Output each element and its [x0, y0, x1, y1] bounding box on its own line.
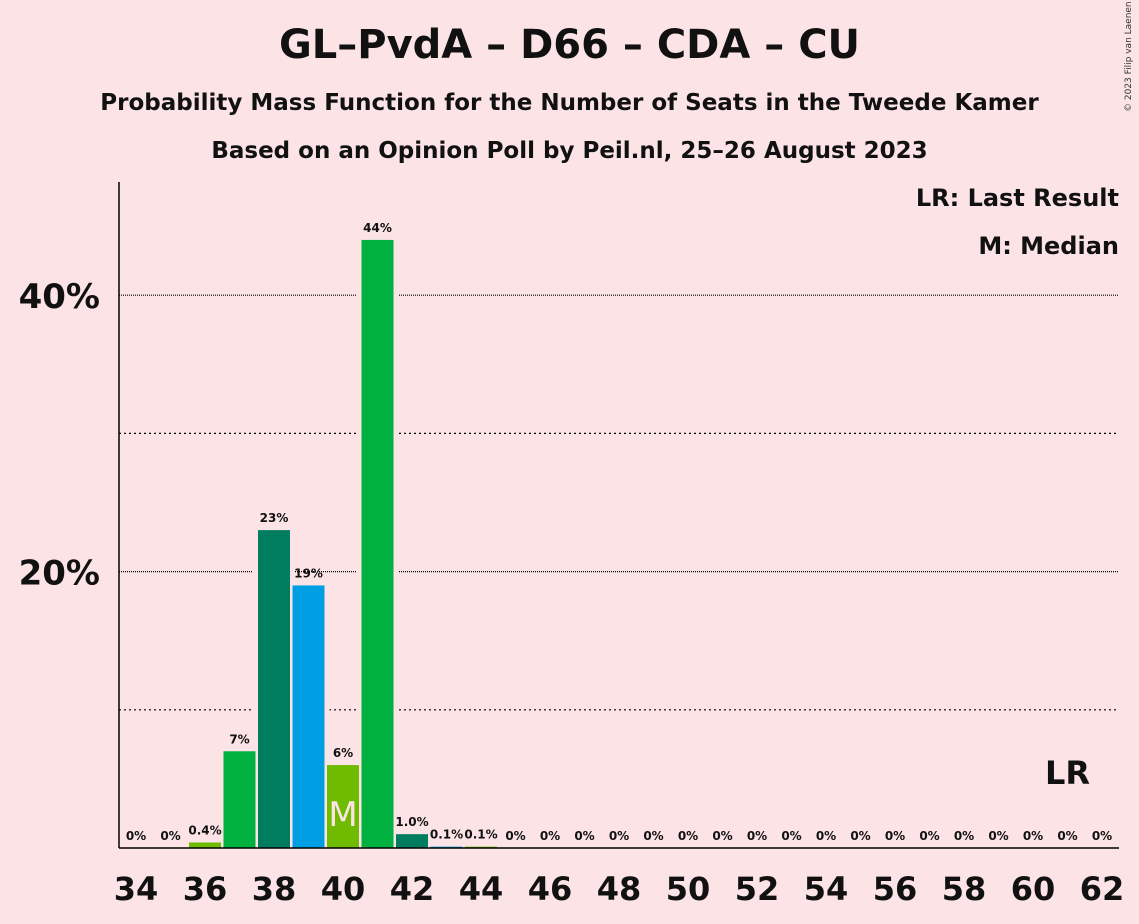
legend-median: M: Median — [978, 232, 1119, 260]
y-tick-label-20: 20% — [19, 554, 100, 594]
x-tick-label-38: 38 — [252, 870, 297, 908]
data-label-seat-58: 0% — [954, 829, 974, 843]
data-label-seat-57: 0% — [919, 829, 939, 843]
y-tick-label-40: 40% — [19, 277, 100, 317]
bar-gap-43 — [425, 844, 468, 848]
data-label-seat-46: 0% — [540, 829, 560, 843]
data-label-seat-60: 0% — [1023, 829, 1043, 843]
x-tick-label-34: 34 — [114, 870, 159, 908]
bar-seat-42 — [396, 834, 428, 848]
chart-title: GL–PvdA – D66 – CDA – CU — [278, 22, 861, 68]
x-tick-label-42: 42 — [390, 870, 435, 908]
chart-subtitle: Probability Mass Function for the Number… — [100, 90, 1039, 116]
x-tick-label-54: 54 — [804, 870, 849, 908]
x-tick-label-50: 50 — [666, 870, 711, 908]
last-result-marker: LR — [1045, 754, 1090, 792]
data-label-seat-45: 0% — [505, 829, 525, 843]
bar-seat-40 — [327, 765, 359, 848]
data-label-seat-43: 0.1% — [430, 828, 463, 842]
x-tick-label-40: 40 — [321, 870, 366, 908]
bar-seat-36 — [189, 842, 221, 848]
data-label-seat-38: 23% — [260, 511, 289, 525]
bar-gap-44 — [460, 844, 502, 848]
data-label-seat-52: 0% — [747, 829, 767, 843]
chart-subtitle-source: Based on an Opinion Poll by Peil.nl, 25–… — [211, 138, 928, 164]
data-label-seat-42: 1.0% — [395, 815, 428, 829]
x-tick-label-52: 52 — [735, 870, 780, 908]
x-tick-label-48: 48 — [597, 870, 642, 908]
data-label-seat-35: 0% — [160, 829, 180, 843]
legend-last-result: LR: Last Result — [915, 184, 1119, 212]
data-label-seat-44: 0.1% — [464, 828, 497, 842]
data-label-seat-48: 0% — [609, 829, 629, 843]
x-tick-label-46: 46 — [528, 870, 573, 908]
bar-seat-41 — [361, 239, 394, 849]
data-label-seat-55: 0% — [850, 829, 870, 843]
data-label-seat-61: 0% — [1057, 829, 1077, 843]
data-label-seat-41: 44% — [363, 221, 392, 235]
data-label-seat-53: 0% — [781, 829, 801, 843]
data-label-seat-62: 0% — [1092, 829, 1112, 843]
data-label-seat-56: 0% — [885, 829, 905, 843]
data-label-seat-51: 0% — [712, 829, 732, 843]
bar-seat-39 — [292, 585, 325, 848]
bar-seat-38 — [258, 530, 290, 848]
x-tick-label-56: 56 — [873, 870, 918, 908]
data-label-seat-49: 0% — [643, 829, 663, 843]
x-tick-label-60: 60 — [1011, 870, 1056, 908]
data-label-seat-39: 19% — [294, 566, 323, 580]
data-label-seat-54: 0% — [816, 829, 836, 843]
x-tick-label-36: 36 — [183, 870, 228, 908]
data-label-seat-47: 0% — [574, 829, 594, 843]
x-tick-label-58: 58 — [942, 870, 987, 908]
data-label-seat-36: 0.4% — [188, 823, 221, 837]
data-label-seat-37: 7% — [229, 732, 249, 746]
x-tick-label-62: 62 — [1080, 870, 1125, 908]
data-label-seat-40: 6% — [333, 746, 353, 760]
bar-seat-37 — [223, 751, 256, 848]
x-tick-label-44: 44 — [459, 870, 504, 908]
data-label-seat-34: 0% — [126, 829, 146, 843]
median-marker: M — [328, 795, 357, 835]
data-label-seat-50: 0% — [678, 829, 698, 843]
data-label-seat-59: 0% — [988, 829, 1008, 843]
